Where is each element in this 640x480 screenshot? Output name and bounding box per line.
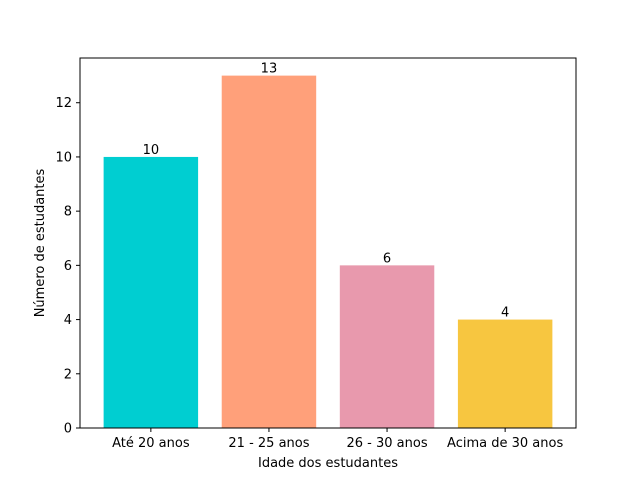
data-labels-group: 10 13 6 4 bbox=[143, 62, 510, 321]
y-tick-label-5: 10 bbox=[55, 150, 72, 165]
y-tick-label-1: 2 bbox=[64, 367, 72, 382]
x-tick-label-2: 21 - 25 anos bbox=[228, 436, 309, 451]
y-tick-label-6: 12 bbox=[55, 96, 72, 111]
y-axis-ticks: 0 2 4 6 8 10 12 bbox=[55, 96, 80, 437]
y-axis-label: Número de estudantes bbox=[33, 168, 48, 317]
bar-2 bbox=[221, 75, 317, 428]
y-tick-label-0: 0 bbox=[64, 422, 72, 437]
y-tick-label-4: 8 bbox=[64, 205, 72, 220]
bar-value-label-1: 10 bbox=[143, 143, 160, 158]
y-tick-label-3: 6 bbox=[64, 259, 72, 274]
bar-value-label-3: 6 bbox=[383, 251, 391, 266]
plot-frame bbox=[79, 57, 577, 429]
x-tick-label-4: Acima de 30 anos bbox=[447, 436, 563, 451]
bars-group bbox=[103, 75, 553, 428]
bar-value-label-4: 4 bbox=[501, 306, 509, 321]
x-tick-label-1: Até 20 anos bbox=[112, 436, 190, 451]
bar-value-label-2: 13 bbox=[261, 62, 278, 77]
x-axis-ticks: Até 20 anos 21 - 25 anos 26 - 30 anos Acima… bbox=[112, 428, 563, 451]
bar-3 bbox=[339, 265, 435, 428]
x-tick-label-3: 26 - 30 anos bbox=[346, 436, 427, 451]
bar-1 bbox=[103, 156, 199, 428]
x-axis-label: Idade dos estudantes bbox=[258, 456, 398, 471]
y-tick-label-2: 4 bbox=[64, 313, 72, 328]
bar-4 bbox=[457, 319, 553, 428]
